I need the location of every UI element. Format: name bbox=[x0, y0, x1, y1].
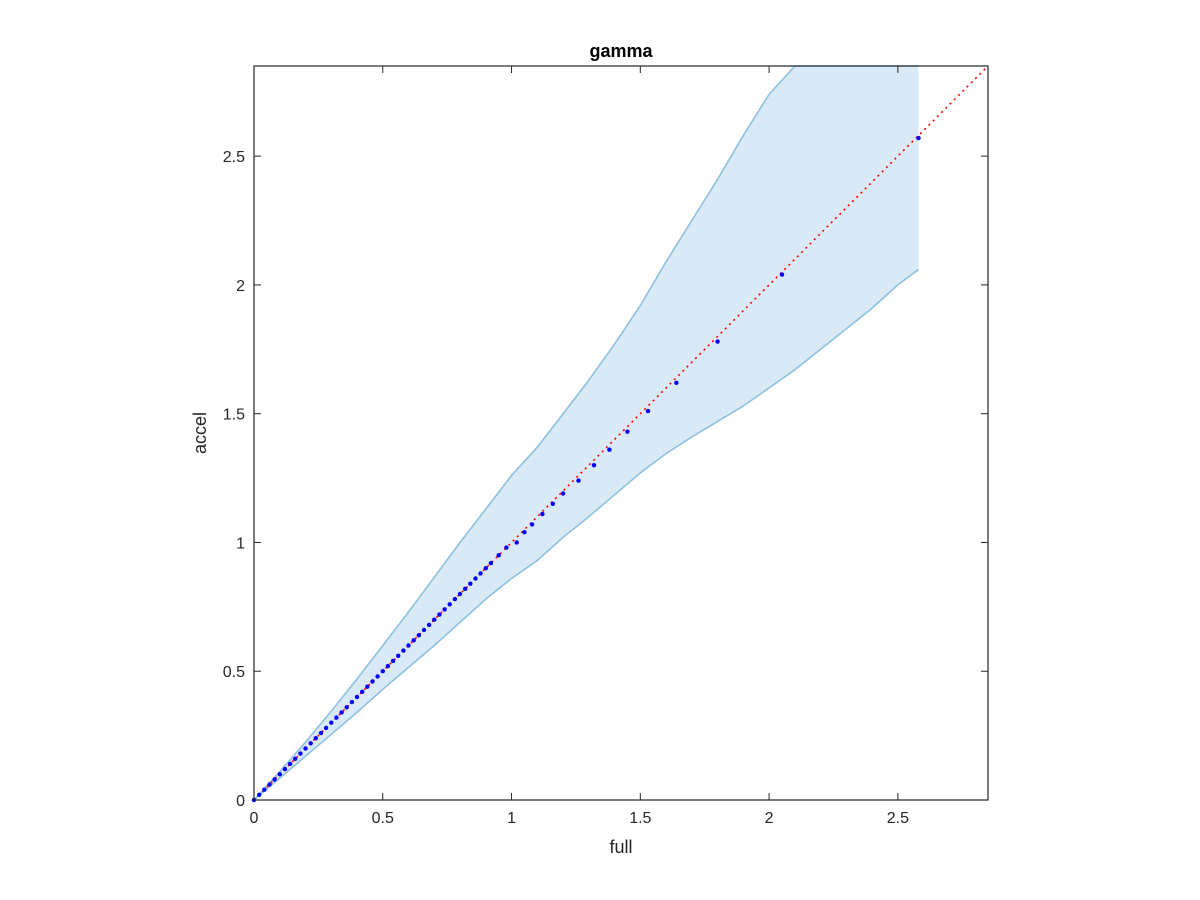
data-point bbox=[576, 478, 581, 483]
data-point bbox=[447, 602, 452, 607]
data-point bbox=[488, 560, 494, 566]
data-point bbox=[416, 633, 421, 638]
y-axis-label: accel bbox=[190, 412, 210, 454]
data-point bbox=[329, 720, 334, 725]
data-point bbox=[715, 339, 720, 344]
data-point bbox=[303, 746, 308, 751]
data-point bbox=[323, 725, 329, 731]
band-fill bbox=[254, 66, 919, 800]
band-lower-edge bbox=[253, 268, 919, 801]
data-point bbox=[354, 694, 360, 700]
data-point bbox=[406, 643, 411, 648]
data-points bbox=[251, 135, 921, 803]
data-point bbox=[916, 135, 921, 141]
data-point bbox=[277, 772, 282, 777]
data-point bbox=[463, 586, 468, 591]
data-point bbox=[432, 617, 437, 622]
data-point bbox=[293, 756, 298, 761]
x-tick-label: 0 bbox=[250, 810, 259, 827]
plot-area-frame bbox=[253, 65, 989, 801]
data-point bbox=[262, 787, 267, 792]
data-point bbox=[478, 571, 483, 576]
data-point bbox=[313, 736, 318, 741]
y-tick-label: 0 bbox=[236, 793, 245, 810]
reference-line bbox=[253, 65, 989, 801]
y-tick-label: 2 bbox=[236, 278, 245, 295]
x-tick-label: 0.5 bbox=[372, 810, 394, 827]
y-tick-label: 0.5 bbox=[223, 664, 245, 681]
data-point bbox=[473, 576, 478, 581]
data-point bbox=[334, 715, 339, 720]
data-point bbox=[645, 408, 651, 414]
data-point bbox=[318, 730, 324, 736]
data-point bbox=[360, 689, 365, 694]
x-tick-label: 2.5 bbox=[887, 810, 909, 827]
data-point bbox=[442, 607, 447, 612]
y-tick-label: 1.5 bbox=[223, 407, 245, 424]
data-point bbox=[496, 553, 501, 558]
data-point bbox=[370, 679, 375, 684]
data-point bbox=[282, 766, 288, 772]
x-axis-label: full bbox=[609, 837, 632, 857]
data-point bbox=[779, 272, 785, 277]
data-point bbox=[514, 540, 519, 545]
data-point bbox=[607, 447, 612, 452]
data-point bbox=[411, 638, 416, 643]
chart-title: gamma bbox=[589, 41, 653, 61]
data-point bbox=[287, 761, 293, 767]
axis-ticks: 0 0.5 1 1.5 2 2.5 0 0.5 1 1.5 2 2.5 bbox=[223, 66, 988, 827]
x-tick-label: 2 bbox=[765, 810, 774, 827]
data-point bbox=[396, 653, 401, 658]
data-point bbox=[298, 751, 303, 756]
data-point bbox=[272, 777, 277, 782]
data-point bbox=[457, 591, 463, 597]
y-tick-label: 1 bbox=[236, 535, 245, 552]
data-point bbox=[591, 463, 597, 468]
data-point bbox=[267, 782, 272, 787]
data-point bbox=[365, 684, 370, 689]
x-tick-label: 1.5 bbox=[629, 810, 651, 827]
data-point bbox=[308, 741, 313, 746]
data-point bbox=[625, 429, 630, 434]
data-point bbox=[504, 545, 509, 550]
data-point bbox=[349, 699, 355, 705]
data-point bbox=[522, 530, 527, 535]
data-point bbox=[483, 566, 488, 571]
data-point bbox=[339, 710, 344, 715]
confidence-band bbox=[253, 65, 919, 801]
data-point bbox=[437, 612, 442, 617]
data-point bbox=[380, 669, 385, 674]
data-point bbox=[390, 658, 396, 664]
x-tick-label: 1 bbox=[507, 810, 516, 827]
data-point bbox=[421, 627, 427, 633]
data-point bbox=[401, 648, 406, 653]
data-point bbox=[550, 501, 555, 506]
y-tick-label: 2.5 bbox=[223, 149, 245, 166]
data-point bbox=[452, 596, 458, 602]
data-point bbox=[674, 380, 679, 385]
data-point bbox=[375, 674, 380, 679]
data-point bbox=[540, 511, 545, 517]
data-point bbox=[468, 581, 473, 586]
data-point bbox=[426, 622, 432, 628]
data-point bbox=[529, 522, 535, 527]
identity-line bbox=[253, 65, 989, 801]
data-point bbox=[344, 705, 349, 710]
data-point bbox=[257, 792, 262, 797]
data-point bbox=[560, 491, 566, 496]
data-point bbox=[385, 663, 391, 669]
